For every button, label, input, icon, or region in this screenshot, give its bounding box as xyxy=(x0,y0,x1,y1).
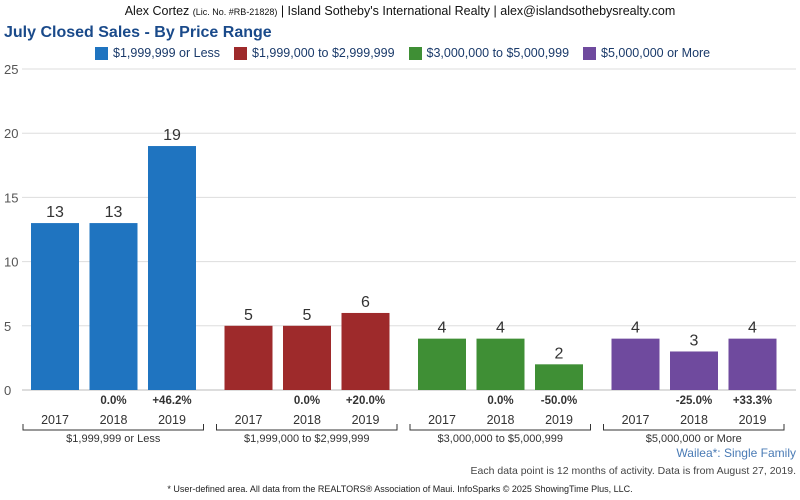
x-tick-label: 2018 xyxy=(487,413,515,427)
bar xyxy=(535,364,583,390)
bar-change-label: +33.3% xyxy=(733,395,772,407)
y-tick-label: 0 xyxy=(4,383,11,398)
x-tick-label: 2017 xyxy=(41,413,69,427)
legend-item: $1,999,999 or Less xyxy=(95,46,220,60)
bar-value-label: 4 xyxy=(496,320,505,337)
x-tick-label: 2018 xyxy=(680,413,708,427)
y-tick-label: 10 xyxy=(4,255,18,270)
bar xyxy=(670,351,718,390)
bar-value-label: 2 xyxy=(555,345,564,362)
group-label: $1,999,000 to $2,999,999 xyxy=(244,433,369,445)
bar-value-label: 3 xyxy=(690,332,699,349)
bar-value-label: 6 xyxy=(361,294,370,311)
bar xyxy=(31,223,79,390)
bar-value-label: 4 xyxy=(748,320,757,337)
group-label: $3,000,000 to $5,000,999 xyxy=(438,433,563,445)
bar-value-label: 13 xyxy=(105,204,123,221)
y-tick-label: 20 xyxy=(4,126,18,141)
bar xyxy=(224,325,273,390)
bar xyxy=(418,338,466,390)
chart-title: July Closed Sales - By Price Range xyxy=(4,24,272,41)
bar xyxy=(611,338,660,390)
bar xyxy=(283,325,331,390)
page-header: Alex Cortez (Lic. No. #RB-21828) | Islan… xyxy=(0,0,800,22)
footer-location: Wailea*: Single Family xyxy=(676,446,796,460)
footer-source: * User-defined area. All data from the R… xyxy=(167,484,633,494)
bar xyxy=(476,338,525,390)
agent-license: (Lic. No. #RB-21828) xyxy=(192,7,278,17)
group-label: $5,000,000 or More xyxy=(646,433,742,445)
legend-item: $3,000,000 to $5,000,999 xyxy=(408,46,570,60)
bar-change-label: -50.0% xyxy=(541,395,577,407)
bar-value-label: 13 xyxy=(46,204,64,221)
group-bracket xyxy=(22,424,204,431)
legend-item: $1,999,000 to $2,999,999 xyxy=(234,46,395,60)
bar-change-label: +20.0% xyxy=(346,395,385,407)
agent-name: Alex Cortez xyxy=(124,4,190,18)
bar-change-label: 0.0% xyxy=(487,395,513,407)
bar-value-label: 4 xyxy=(438,320,447,337)
legend-swatch xyxy=(408,46,422,60)
chart-legend: $1,999,999 or Less $1,999,000 to $2,999,9… xyxy=(95,44,724,62)
group-bracket xyxy=(603,424,785,431)
bar-change-label: 0.0% xyxy=(100,395,126,407)
legend-swatch xyxy=(95,46,108,60)
x-tick-label: 2019 xyxy=(739,413,767,427)
legend-item: $5,000,000 or More xyxy=(583,46,710,60)
x-tick-label: 2017 xyxy=(622,413,650,427)
x-tick-label: 2017 xyxy=(235,413,263,427)
legend-label: $1,999,000 to $2,999,999 xyxy=(252,46,395,60)
x-tick-label: 2019 xyxy=(352,413,380,427)
legend-swatch xyxy=(583,46,597,60)
bar-value-label: 5 xyxy=(244,307,253,324)
agent-company-email: | Island Sotheby's International Realty … xyxy=(280,4,676,18)
bar-change-label: +46.2% xyxy=(152,395,191,407)
bar xyxy=(148,146,196,390)
legend-label: $5,000,000 or More xyxy=(601,46,711,60)
group-bracket xyxy=(216,424,398,431)
bar xyxy=(341,312,390,390)
y-tick-label: 15 xyxy=(4,190,18,205)
legend-swatch xyxy=(234,46,248,60)
x-tick-label: 2019 xyxy=(545,413,573,427)
group-bracket xyxy=(409,424,591,431)
y-tick-label: 25 xyxy=(4,62,18,77)
bar-value-label: 19 xyxy=(163,127,181,144)
group-label: $1,999,999 or Less xyxy=(66,433,161,445)
x-tick-label: 2018 xyxy=(100,413,128,427)
x-tick-label: 2019 xyxy=(158,413,186,427)
bar-change-label: -25.0% xyxy=(676,395,712,407)
legend-label: $1,999,999 or Less xyxy=(113,46,221,60)
x-tick-label: 2018 xyxy=(293,413,321,427)
bar-change-label: 0.0% xyxy=(294,395,320,407)
bar-value-label: 5 xyxy=(303,307,312,324)
x-tick-label: 2017 xyxy=(428,413,456,427)
y-tick-label: 5 xyxy=(4,319,11,334)
bar-value-label: 4 xyxy=(631,320,640,337)
bar xyxy=(89,223,138,390)
bar xyxy=(728,338,777,390)
legend-label: $3,000,000 to $5,000,999 xyxy=(426,46,570,60)
footer-note: Each data point is 12 months of activity… xyxy=(470,465,797,477)
